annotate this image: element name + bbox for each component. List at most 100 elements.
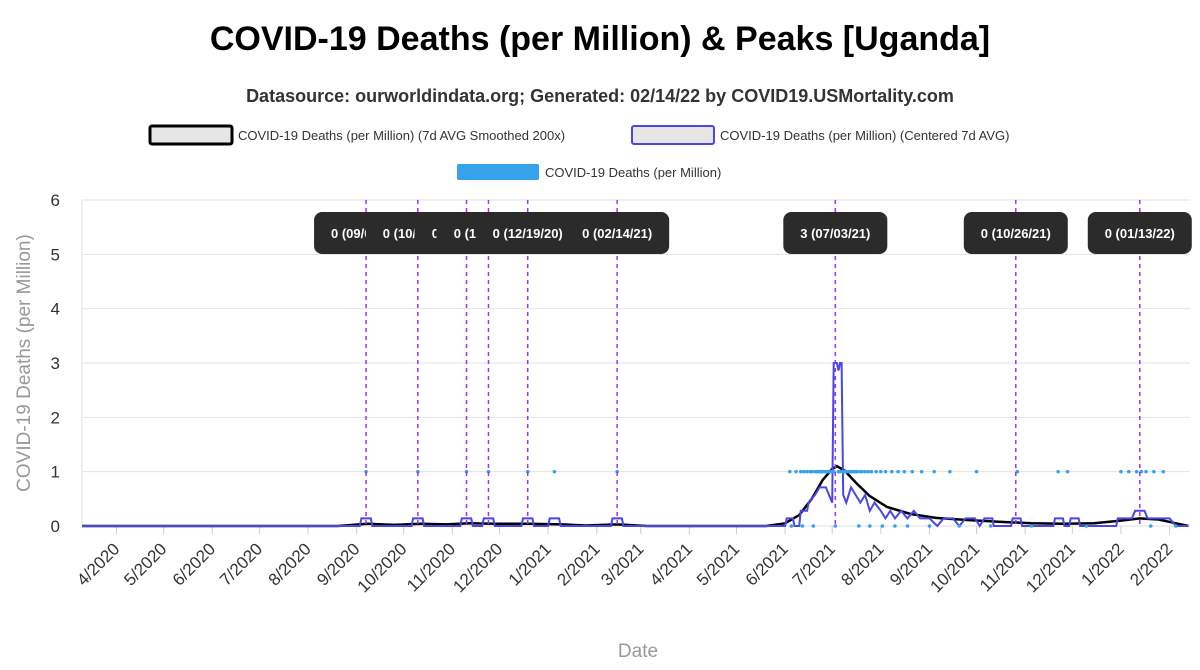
- y-tick-label: 5: [51, 245, 60, 264]
- raw-data-point: [932, 469, 936, 474]
- raw-data-point: [948, 469, 952, 474]
- x-tick-label: 10/2021: [927, 539, 984, 596]
- raw-data-point: [880, 524, 885, 528]
- series-raw: [364, 469, 1178, 528]
- x-tick-label: 2/2021: [553, 539, 603, 589]
- x-tick-label: 12/2021: [1022, 539, 1079, 596]
- peak-label-text: 0 (02/14/21): [582, 226, 652, 241]
- raw-data-point: [1174, 524, 1178, 528]
- raw-data-point: [988, 524, 993, 528]
- y-axis-title: COVID-19 Deaths (per Million): [14, 234, 35, 492]
- x-tick-label: 4/2021: [646, 539, 696, 589]
- peak-label: 3 (07/03/21): [783, 212, 888, 254]
- raw-data-point: [902, 469, 907, 474]
- raw-data-point: [893, 524, 897, 528]
- legend-label: COVID-19 Deaths (per Million) (Centered …: [720, 128, 1009, 143]
- peak-label-text: 0 (12/19/20): [493, 226, 563, 241]
- x-tick-label: 5/2021: [693, 539, 743, 589]
- legend-swatch: [631, 125, 715, 145]
- raw-data-point: [833, 524, 838, 528]
- x-tick-label: 5/2020: [120, 539, 170, 589]
- x-tick-label: 4/2020: [73, 539, 123, 589]
- x-tick-label: 11/2021: [976, 539, 1032, 595]
- series-centered: [82, 362, 1189, 528]
- legend-label: COVID-19 Deaths (per Million) (7d AVG Sm…: [238, 128, 565, 143]
- peak-label-text: 3 (07/03/21): [800, 226, 870, 241]
- x-tick-label: 2/2022: [1126, 539, 1176, 589]
- x-axis: 4/20205/20206/20207/20208/20209/202010/2…: [73, 526, 1176, 596]
- x-tick-label: 11/2020: [403, 539, 459, 595]
- x-tick-label: 3/2021: [597, 539, 647, 589]
- peak-label: 0 (01/13/22): [1087, 212, 1192, 254]
- x-tick-label: 8/2021: [837, 539, 887, 589]
- raw-data-point: [1134, 469, 1139, 474]
- y-tick-label: 1: [51, 463, 60, 482]
- raw-data-point: [957, 524, 962, 528]
- raw-data-point: [1161, 469, 1166, 474]
- x-tick-label: 8/2020: [265, 539, 315, 589]
- y-tick-label: 6: [51, 191, 60, 210]
- raw-data-point: [800, 524, 805, 528]
- smoothed-line: [82, 464, 1189, 528]
- centered-line: [82, 362, 1189, 528]
- peak-label-box: [475, 212, 580, 254]
- raw-data-point: [866, 469, 871, 474]
- y-tick-label: 3: [51, 354, 60, 373]
- raw-data-point: [794, 469, 798, 474]
- x-tick-label: 10/2020: [354, 539, 411, 596]
- raw-data-point: [364, 469, 368, 474]
- raw-data-point: [910, 469, 915, 474]
- raw-data-point: [874, 469, 878, 474]
- x-tick-label: 6/2021: [742, 539, 792, 589]
- raw-data-point: [883, 469, 888, 474]
- legend-swatch: [148, 124, 234, 146]
- raw-data-point: [857, 524, 861, 528]
- peak-label-box: [1087, 212, 1192, 254]
- raw-data-point: [905, 524, 910, 528]
- raw-data-point: [788, 469, 792, 474]
- raw-data-point: [811, 524, 816, 528]
- raw-data-point: [1084, 524, 1089, 528]
- raw-data-point: [525, 469, 530, 474]
- raw-data-point: [919, 469, 924, 474]
- x-tick-label: 7/2020: [216, 539, 266, 589]
- raw-data-point: [1152, 469, 1156, 474]
- peak-labels: 0 (09/07/20)0 (10/10/20)0 (11/10/20)0 (1…: [314, 212, 1192, 254]
- raw-data-point: [927, 524, 932, 528]
- peak-label-box: [783, 212, 888, 254]
- raw-data-point: [1119, 469, 1123, 474]
- legend-item: COVID-19 Deaths (per Million) (Centered …: [631, 125, 1009, 145]
- raw-data-point: [1126, 469, 1131, 474]
- raw-data-point: [974, 469, 979, 474]
- y-tick-label: 0: [51, 517, 60, 536]
- chart-title: COVID-19 Deaths (per Million) & Peaks [U…: [209, 20, 991, 58]
- raw-data-point: [1056, 469, 1060, 474]
- raw-data-point: [805, 469, 809, 474]
- raw-data-point: [863, 469, 867, 474]
- raw-data-point: [890, 469, 894, 474]
- peak-label-text: 0 (10/26/21): [981, 226, 1051, 241]
- chart-subtitle: Datasource: ourworldindata.org; Generate…: [246, 86, 954, 106]
- raw-data-point: [1065, 469, 1070, 474]
- y-tick-label: 2: [51, 408, 60, 427]
- y-axis: 0 1 2 3 4 5 6: [51, 191, 60, 536]
- raw-data-point: [1148, 524, 1153, 528]
- x-tick-label: 6/2020: [169, 539, 219, 589]
- legend-swatch: [457, 164, 539, 180]
- legend: COVID-19 Deaths (per Million) (7d AVG Sm…: [148, 124, 1009, 180]
- raw-data-point: [1029, 524, 1034, 528]
- raw-data-point: [802, 469, 806, 474]
- peak-label: 0 (02/14/21): [565, 212, 670, 254]
- peak-label: 0 (10/26/21): [963, 212, 1068, 254]
- raw-data-point: [838, 469, 842, 474]
- raw-data-point: [789, 524, 794, 528]
- x-tick-label: 7/2021: [789, 539, 839, 589]
- x-axis-title: Date: [618, 641, 658, 662]
- x-tick-label: 1/2021: [505, 539, 555, 589]
- raw-data-point: [860, 469, 864, 474]
- raw-data-point: [416, 469, 420, 474]
- peak-label-text: 0 (01/13/22): [1105, 226, 1175, 241]
- x-tick-label: 12/2020: [449, 539, 506, 596]
- raw-data-point: [486, 469, 491, 474]
